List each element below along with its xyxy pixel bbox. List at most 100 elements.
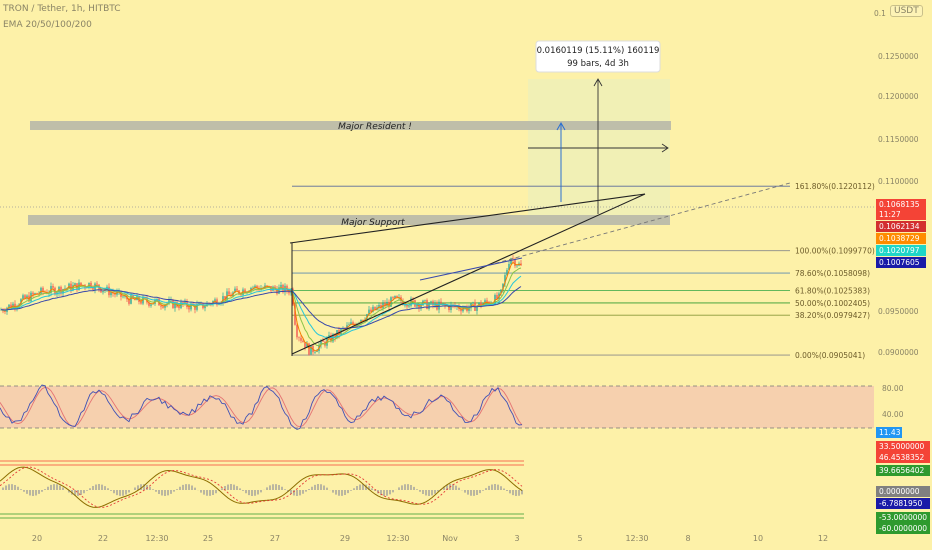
candle-body bbox=[298, 337, 300, 338]
price-tick: 0.1200000 bbox=[878, 92, 919, 101]
candle-body bbox=[402, 301, 404, 306]
rsi-tick: 80.00 bbox=[882, 384, 904, 393]
dashed-trendline bbox=[481, 182, 791, 268]
fib-label: 100.00%(0.1099770) bbox=[795, 247, 875, 256]
candle-body bbox=[380, 305, 382, 309]
candle-body bbox=[122, 296, 124, 298]
candle-body bbox=[314, 351, 316, 353]
rsi-label-bg bbox=[876, 427, 902, 438]
price-label: 0.1068135 bbox=[879, 200, 920, 209]
candle-body bbox=[504, 275, 506, 284]
candle-body bbox=[516, 265, 518, 267]
candle-body bbox=[294, 304, 296, 325]
price-tick: 0.1250000 bbox=[878, 52, 919, 61]
rsi-label: 11.43 bbox=[879, 428, 901, 437]
candle-body bbox=[506, 269, 508, 276]
time-tick: 22 bbox=[98, 534, 108, 543]
candle-body bbox=[484, 300, 486, 304]
candle-body bbox=[164, 304, 166, 308]
candle-body bbox=[204, 306, 206, 309]
time-tick: 10 bbox=[753, 534, 763, 543]
triangle-upper-line bbox=[289, 193, 646, 244]
candle-body bbox=[254, 285, 256, 288]
candle-body bbox=[148, 302, 150, 306]
candle-body bbox=[42, 287, 44, 292]
candle-body bbox=[234, 288, 236, 293]
fib-label: 38.20%(0.0979427) bbox=[795, 311, 870, 320]
fib-label: 61.80%(0.1025383) bbox=[795, 287, 870, 296]
candle-body bbox=[110, 292, 112, 296]
candle-body bbox=[174, 302, 176, 309]
candle-body bbox=[80, 282, 82, 286]
time-tick: 3 bbox=[514, 534, 519, 543]
candle-body bbox=[90, 282, 92, 289]
price-label-bg bbox=[876, 233, 926, 244]
candle-body bbox=[266, 285, 268, 287]
target-arrowhead bbox=[661, 143, 669, 153]
candle-body bbox=[404, 304, 406, 306]
support-label: Major Support bbox=[341, 218, 405, 228]
candle-body bbox=[460, 309, 462, 312]
time-tick: Nov bbox=[442, 534, 458, 543]
measure-box bbox=[535, 40, 661, 73]
candle-body bbox=[296, 324, 298, 338]
candle-body bbox=[350, 322, 352, 325]
candle-body bbox=[52, 286, 54, 288]
wt-label: 39.6656402 bbox=[879, 466, 925, 475]
candle-body bbox=[102, 290, 104, 293]
ema100-line bbox=[0, 275, 522, 339]
wt-label-bg bbox=[876, 498, 930, 509]
candle-body bbox=[190, 303, 192, 310]
candle-body bbox=[308, 343, 310, 355]
candle-body bbox=[512, 258, 514, 260]
wt-line bbox=[0, 466, 523, 508]
candle-body bbox=[74, 283, 76, 286]
candle-body bbox=[218, 304, 220, 305]
candle-body bbox=[22, 295, 24, 300]
price-label-bg bbox=[876, 199, 926, 210]
resistance-zone bbox=[30, 121, 671, 130]
candle-body bbox=[486, 300, 488, 302]
candle-body bbox=[198, 303, 200, 305]
wt-label: -6.7881950 bbox=[879, 499, 922, 508]
candle-body bbox=[236, 288, 238, 291]
candle-body bbox=[252, 287, 254, 289]
resistance-label: Major Resident ! bbox=[338, 122, 412, 132]
candle-body bbox=[394, 295, 396, 299]
candle-body bbox=[96, 283, 98, 285]
wt-label: -53.0000000 bbox=[879, 513, 927, 522]
candle-body bbox=[384, 303, 386, 306]
candle-body bbox=[76, 283, 78, 291]
wt-label-bg bbox=[876, 452, 930, 463]
time-tick: 27 bbox=[270, 534, 280, 543]
price-label-bg bbox=[876, 257, 926, 268]
candle-body bbox=[144, 297, 146, 299]
candle-body bbox=[372, 306, 374, 312]
candle-body bbox=[316, 350, 318, 352]
wt-label: 33.5000000 bbox=[879, 442, 925, 451]
price-label-bg bbox=[876, 221, 926, 232]
candle-body bbox=[370, 309, 372, 312]
candle-body bbox=[24, 295, 26, 299]
candle-body bbox=[304, 342, 306, 348]
candle-body bbox=[374, 306, 376, 310]
time-tick: 5 bbox=[577, 534, 582, 543]
wt-label: 0.0000000 bbox=[879, 487, 920, 496]
candle-body bbox=[216, 299, 218, 305]
candle-body bbox=[150, 304, 152, 306]
candle-body bbox=[130, 295, 132, 304]
currency-button[interactable]: USDT bbox=[890, 5, 923, 17]
candle-body bbox=[100, 288, 102, 293]
candle-body bbox=[500, 289, 502, 294]
candle-body bbox=[214, 299, 216, 302]
ema200-line bbox=[0, 286, 522, 329]
wt-label-bg bbox=[876, 512, 930, 523]
candle-body bbox=[142, 297, 144, 304]
fib-label: 78.60%(0.1058098) bbox=[795, 269, 870, 278]
candle-body bbox=[32, 292, 34, 295]
candle-body bbox=[514, 259, 516, 267]
candle-body bbox=[8, 304, 10, 308]
candle-body bbox=[420, 305, 422, 309]
time-tick: 29 bbox=[340, 534, 350, 543]
